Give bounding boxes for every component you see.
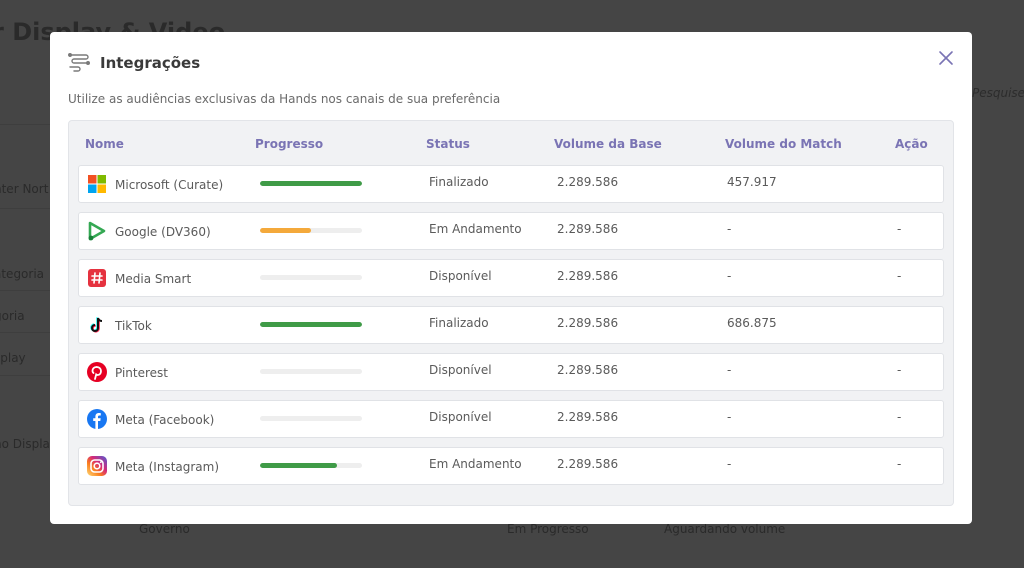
progress-bar: [260, 322, 362, 327]
base-volume: 2.289.586: [557, 457, 619, 471]
background-divider: [0, 290, 50, 291]
base-volume: 2.289.586: [557, 222, 619, 236]
match-volume: -: [727, 410, 732, 424]
instagram-icon: [87, 456, 107, 476]
column-header-match-volume: Volume do Match: [725, 137, 842, 151]
hashtag-icon: [87, 268, 107, 288]
progress-fill: [260, 322, 362, 327]
platform-name: Meta (Facebook): [115, 413, 215, 427]
match-volume: -: [727, 363, 732, 377]
status-text: Disponível: [429, 269, 492, 283]
base-volume: 2.289.586: [557, 269, 619, 283]
progress-bar: [260, 275, 362, 280]
integrations-table: Nome Progresso Status Volume da Base Vol…: [68, 120, 954, 506]
status-text: Finalizado: [429, 316, 489, 330]
progress-fill: [260, 228, 311, 233]
status-text: Finalizado: [429, 175, 489, 189]
progress-fill: [260, 463, 337, 468]
progress-bar: [260, 463, 362, 468]
pinterest-icon: [87, 362, 107, 382]
modal-title: Integrações: [100, 54, 201, 72]
background-divider: [0, 375, 50, 376]
background-side-item: nter Nort: [0, 182, 49, 196]
platform-name: Google (DV360): [115, 225, 211, 239]
column-header-progress: Progresso: [255, 137, 324, 151]
status-text: Em Andamento: [429, 457, 522, 471]
column-header-name: Nome: [85, 137, 124, 151]
integration-row-google-dv360[interactable]: Google (DV360) Em Andamento 2.289.586 - …: [78, 212, 944, 250]
modal-subtitle: Utilize as audiências exclusivas da Hand…: [68, 92, 501, 106]
close-modal-button[interactable]: [936, 48, 956, 68]
status-text: Disponível: [429, 410, 492, 424]
integrations-modal: Integrações Utilize as audiências exclus…: [50, 32, 972, 524]
match-volume: -: [727, 269, 732, 283]
column-header-status: Status: [426, 137, 470, 151]
platform-name: Pinterest: [115, 366, 169, 380]
column-header-action: Ação: [895, 137, 928, 151]
action-cell[interactable]: -: [897, 457, 902, 471]
background-side-item: goria: [0, 309, 25, 323]
background-divider: [0, 124, 50, 125]
match-volume: 686.875: [727, 316, 777, 330]
microsoft-icon: [87, 174, 107, 194]
progress-bar: [260, 181, 362, 186]
background-divider: [0, 332, 50, 333]
progress-fill: [260, 181, 362, 186]
integration-row-facebook[interactable]: Meta (Facebook) Disponível 2.289.586 - -: [78, 400, 944, 438]
platform-name: Meta (Instagram): [115, 460, 220, 474]
integration-row-tiktok[interactable]: TikTok Finalizado 2.289.586 686.875: [78, 306, 944, 344]
status-text: Disponível: [429, 363, 492, 377]
background-cell: Aguardando volume: [664, 522, 786, 536]
action-cell[interactable]: -: [897, 410, 902, 424]
action-cell[interactable]: -: [897, 222, 902, 236]
table-header: Nome Progresso Status Volume da Base Vol…: [69, 121, 953, 165]
modal-header: Integrações: [68, 48, 200, 78]
action-cell[interactable]: -: [897, 269, 902, 283]
background-search-input: Pesquise: [972, 86, 1024, 100]
facebook-icon: [87, 409, 107, 429]
progress-bar: [260, 228, 362, 233]
match-volume: 457.917: [727, 175, 777, 189]
progress-bar: [260, 369, 362, 374]
platform-name: Media Smart: [115, 272, 192, 286]
close-icon: [939, 51, 953, 65]
tiktok-icon: [87, 315, 107, 335]
google-dv360-icon: [87, 221, 107, 241]
action-cell[interactable]: -: [897, 363, 902, 377]
base-volume: 2.289.586: [557, 175, 619, 189]
integration-row-media-smart[interactable]: Media Smart Disponível 2.289.586 - -: [78, 259, 944, 297]
progress-bar: [260, 416, 362, 421]
background-side-item: ategoria: [0, 267, 45, 281]
platform-name: Microsoft (Curate): [115, 178, 224, 192]
base-volume: 2.289.586: [557, 410, 619, 424]
base-volume: 2.289.586: [557, 363, 619, 377]
base-volume: 2.289.586: [557, 316, 619, 330]
integration-row-instagram[interactable]: Meta (Instagram) Em Andamento 2.289.586 …: [78, 447, 944, 485]
column-header-base-volume: Volume da Base: [554, 137, 662, 151]
match-volume: -: [727, 457, 732, 471]
background-side-item: no Displa: [0, 437, 50, 451]
background-cell: Governo: [139, 522, 190, 536]
integration-flow-icon: [68, 51, 92, 75]
match-volume: -: [727, 222, 732, 236]
integration-row-microsoft[interactable]: Microsoft (Curate) Finalizado 2.289.586 …: [78, 165, 944, 203]
integration-row-pinterest[interactable]: Pinterest Disponível 2.289.586 - -: [78, 353, 944, 391]
background-side-item: splay: [0, 351, 26, 365]
background-divider: [0, 208, 50, 209]
status-text: Em Andamento: [429, 222, 522, 236]
platform-name: TikTok: [115, 319, 152, 333]
background-cell: Em Progresso: [507, 522, 589, 536]
